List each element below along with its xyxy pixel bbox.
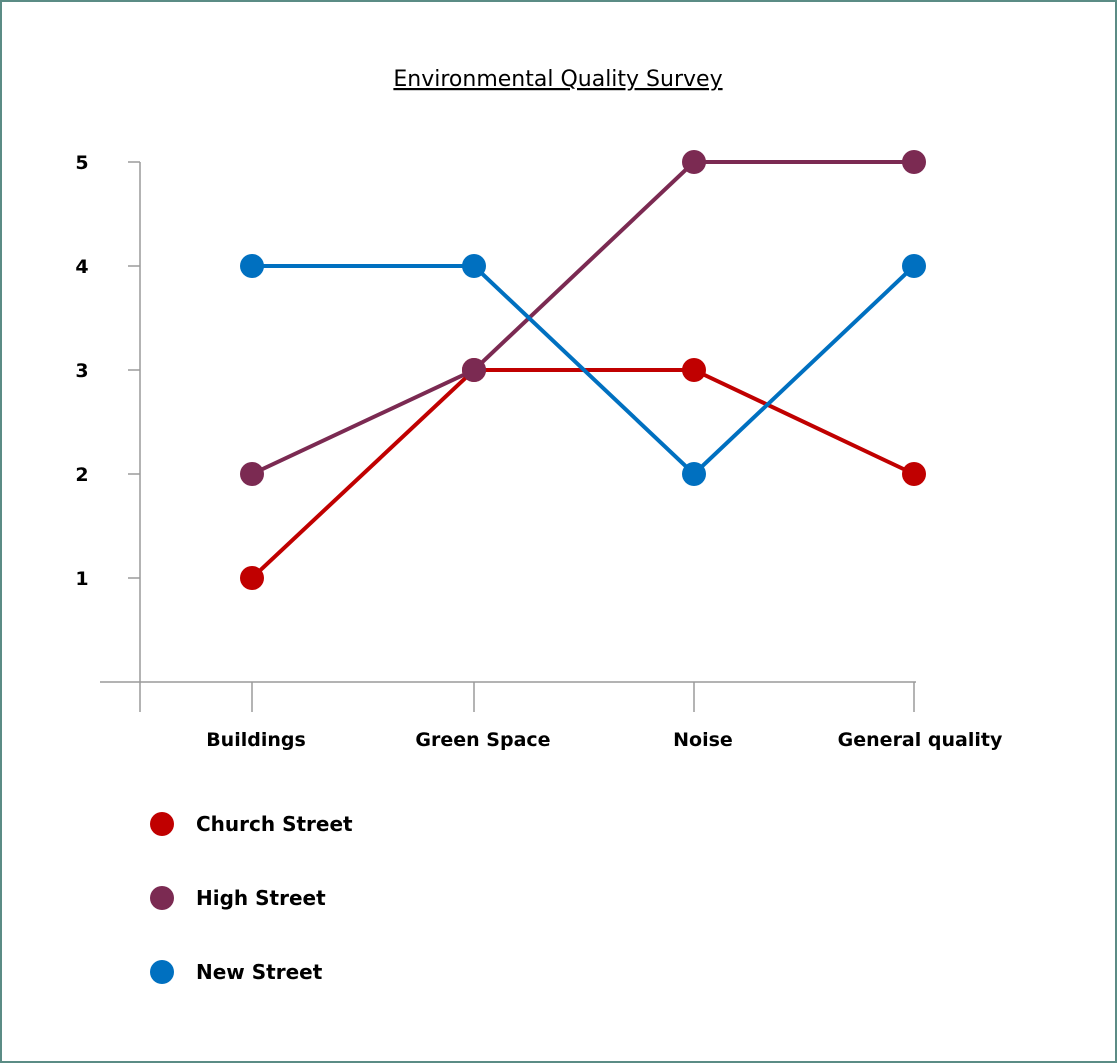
data-point-church-street [902, 462, 926, 486]
legend-item: New Street [150, 960, 323, 984]
y-tick-label: 4 [75, 256, 88, 278]
legend-label: New Street [196, 960, 323, 984]
series-line-high-street [251, 160, 914, 476]
y-tick-label: 2 [75, 464, 88, 486]
series-layer [240, 150, 926, 590]
y-tick-label: 5 [75, 152, 88, 174]
data-point-high-street [462, 358, 486, 382]
data-point-high-street [902, 150, 926, 174]
legend-label: High Street [196, 886, 326, 910]
y-tick-label: 1 [75, 568, 88, 590]
chart-title: Environmental Quality Survey [393, 67, 722, 92]
legend-swatch [150, 960, 174, 984]
data-point-new-street [902, 254, 926, 278]
data-point-new-street [240, 254, 264, 278]
x-tick-label: General quality [838, 729, 1003, 751]
x-tick-label: Green Space [415, 729, 550, 751]
legend-item: High Street [150, 886, 326, 910]
data-point-church-street [682, 358, 706, 382]
data-point-church-street [240, 566, 264, 590]
legend-label: Church Street [196, 812, 353, 836]
legend-item: Church Street [150, 812, 353, 836]
legend-swatch [150, 812, 174, 836]
data-point-high-street [682, 150, 706, 174]
data-point-new-street [462, 254, 486, 278]
legend-swatch [150, 886, 174, 910]
x-tick-label: Noise [673, 729, 733, 751]
x-axis-ticks: Buildings Green Space Noise General quality [206, 682, 1003, 751]
x-tick-label: Buildings [206, 729, 306, 751]
legend: Church Street High Street New Street [150, 812, 353, 984]
y-tick-label: 3 [75, 360, 88, 382]
series-line-new-street [252, 264, 916, 476]
data-point-new-street [682, 462, 706, 486]
series-line-church-street [250, 368, 915, 580]
y-axis-ticks: 1 2 3 4 5 [75, 152, 140, 590]
data-point-high-street [240, 462, 264, 486]
